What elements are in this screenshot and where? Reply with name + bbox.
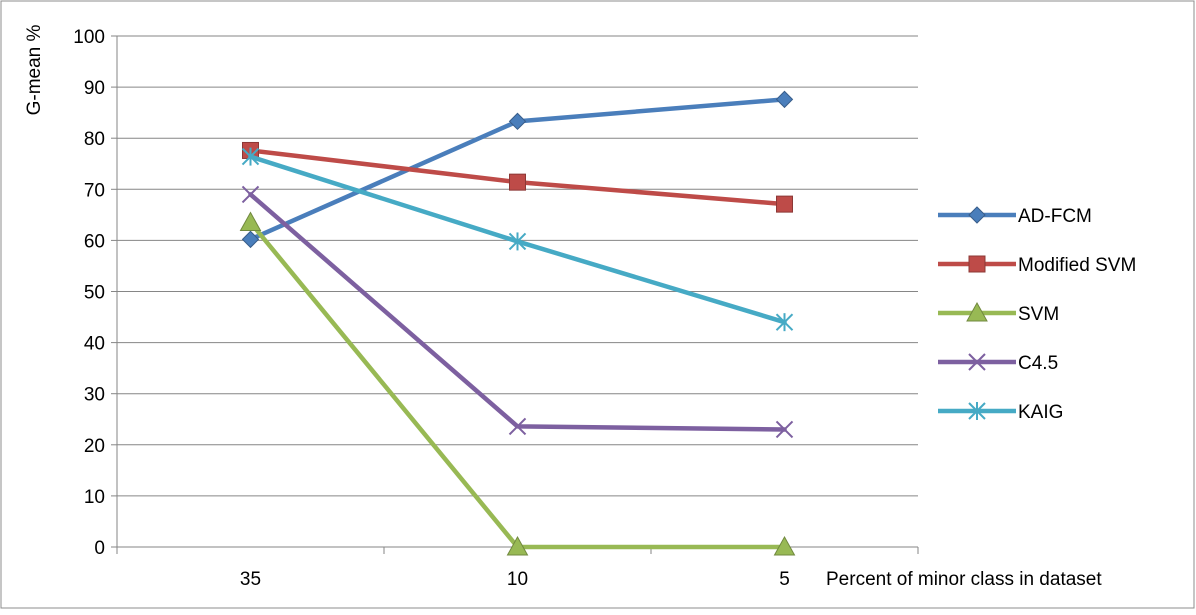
y-tick-label: 90 bbox=[84, 78, 105, 99]
y-tick-label: 20 bbox=[84, 436, 105, 457]
series bbox=[239, 90, 796, 556]
marker-stroke bbox=[241, 185, 260, 204]
data-point bbox=[241, 147, 260, 166]
y-axis-title: G-mean % bbox=[24, 24, 45, 115]
data-point bbox=[506, 535, 529, 556]
legend-entry: KAIG bbox=[938, 402, 1063, 423]
legend-label: KAIG bbox=[1018, 402, 1063, 423]
y-tick-label: 80 bbox=[84, 129, 105, 150]
y-tick-label: 50 bbox=[84, 283, 105, 304]
series-svm bbox=[239, 211, 796, 556]
legend-label: C4.5 bbox=[1018, 353, 1058, 374]
data-point bbox=[241, 185, 260, 204]
axes: 0 10 20 30 40 50 60 70 80 90 100 35 10 5 bbox=[73, 27, 919, 590]
legend-entry: Modified SVM bbox=[938, 255, 1136, 276]
data-point bbox=[508, 112, 527, 131]
y-tick-label: 70 bbox=[84, 180, 105, 201]
x-tick-label: 10 bbox=[507, 569, 528, 590]
marker-x bbox=[968, 353, 986, 371]
legend-label: Modified SVM bbox=[1018, 255, 1136, 276]
y-tick-label: 30 bbox=[84, 385, 105, 406]
x-axis-title: Percent of minor class in dataset bbox=[826, 569, 1102, 590]
marker-triangle bbox=[966, 301, 988, 322]
data-point bbox=[775, 420, 794, 439]
marker-star bbox=[968, 402, 986, 420]
data-point bbox=[241, 230, 260, 249]
data-point bbox=[776, 195, 793, 213]
x-tick-label: 5 bbox=[779, 569, 790, 590]
y-tick-label: 0 bbox=[94, 538, 105, 559]
legend-entry: C4.5 bbox=[938, 353, 1058, 374]
data-point bbox=[773, 535, 796, 556]
y-tick-label: 10 bbox=[84, 487, 105, 508]
y-tick-label: 40 bbox=[84, 334, 105, 355]
legend: AD-FCM Modified SVM SVM C4.5 KAIG bbox=[938, 206, 1136, 423]
series-kaig bbox=[241, 147, 794, 332]
data-point bbox=[775, 313, 794, 332]
data-point bbox=[239, 211, 262, 232]
marker-stroke bbox=[775, 420, 794, 439]
y-tick-label: 60 bbox=[84, 231, 105, 252]
data-point bbox=[508, 232, 527, 251]
marker-stroke bbox=[968, 353, 986, 371]
series-ad-fcm bbox=[241, 90, 794, 249]
legend-entry: AD-FCM bbox=[938, 206, 1092, 227]
data-point bbox=[508, 417, 527, 436]
series-c4-5 bbox=[241, 185, 794, 439]
legend-entry: SVM bbox=[938, 301, 1059, 325]
marker-square bbox=[968, 255, 986, 273]
marker-stroke bbox=[508, 417, 527, 436]
legend-label: SVM bbox=[1018, 304, 1059, 325]
x-tick-label: 35 bbox=[240, 569, 261, 590]
series-modified-svm bbox=[242, 141, 793, 213]
data-point bbox=[509, 173, 526, 191]
marker-diamond bbox=[968, 206, 986, 224]
data-point bbox=[775, 90, 794, 109]
legend-label: AD-FCM bbox=[1018, 206, 1092, 227]
y-tick-label: 100 bbox=[73, 27, 105, 48]
